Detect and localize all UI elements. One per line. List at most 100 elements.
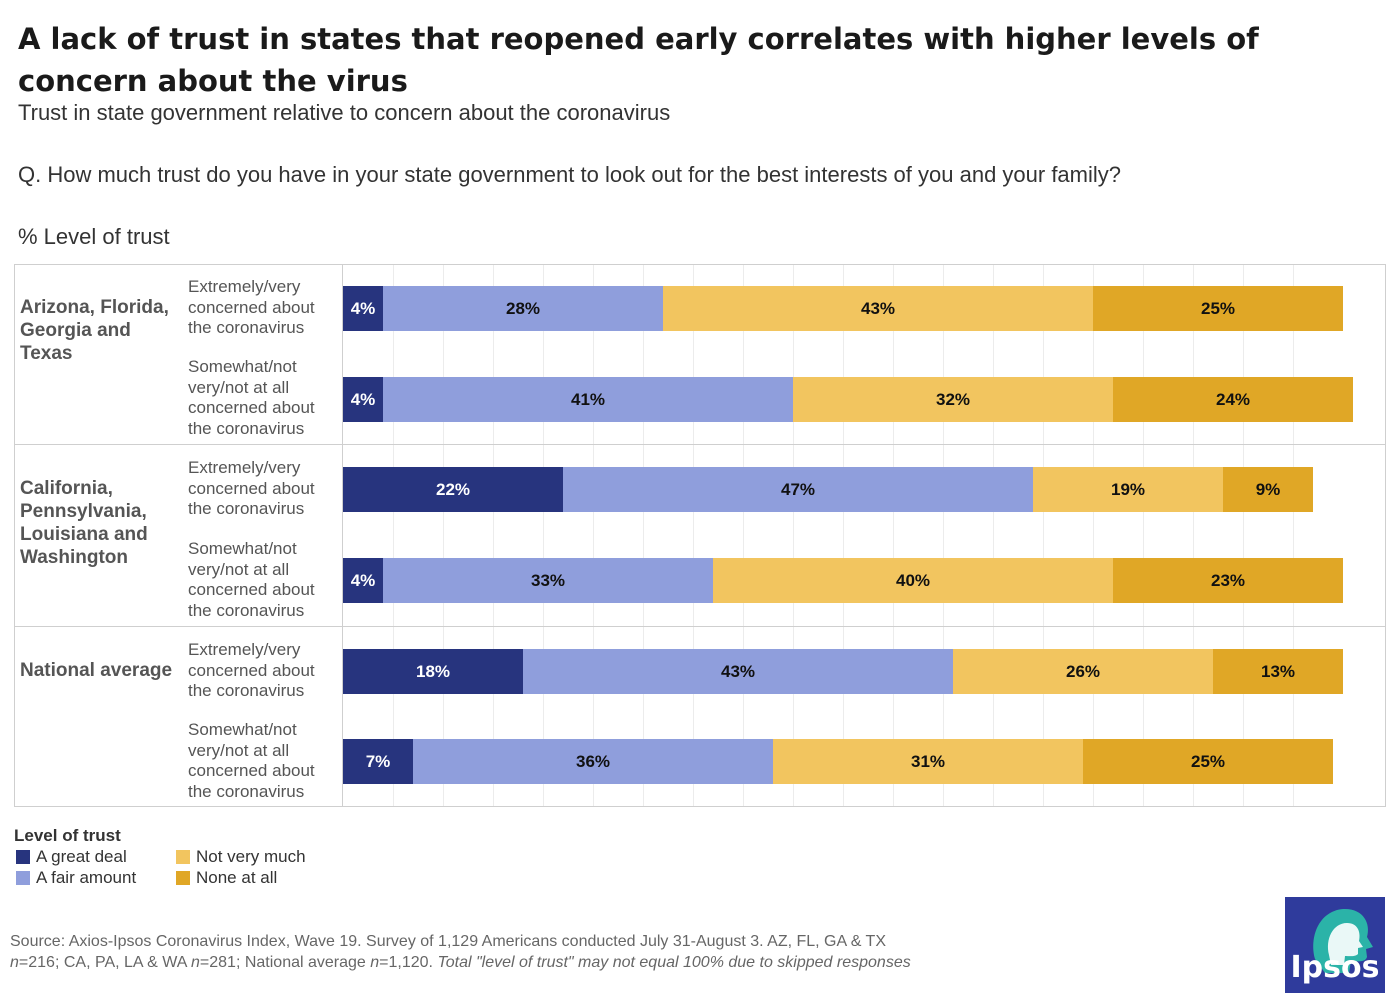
chart-title: A lack of trust in states that reopened … bbox=[18, 22, 1259, 98]
legend-item-great-deal: A great deal bbox=[16, 847, 127, 867]
skipped-responses-note: Total "level of trust" may not equal 100… bbox=[437, 954, 911, 971]
legend-swatch bbox=[16, 850, 30, 864]
source-line: Source: Axios-Ipsos Coronavirus Index, W… bbox=[10, 933, 886, 950]
grid-line bbox=[593, 265, 594, 806]
data-label: 47% bbox=[780, 479, 816, 499]
plot-area-border bbox=[342, 264, 343, 807]
group-separator bbox=[14, 444, 1386, 445]
data-label: 24% bbox=[1215, 389, 1251, 409]
bar-segment: 4% bbox=[343, 377, 383, 422]
grid-line bbox=[643, 265, 644, 806]
data-label: 40% bbox=[895, 570, 931, 590]
legend-label: None at all bbox=[196, 868, 278, 887]
data-label: 41% bbox=[570, 389, 606, 409]
data-label: 22% bbox=[435, 479, 471, 499]
row-label-very-concerned: Extremely/very concerned about the coron… bbox=[188, 640, 315, 700]
sample-size-text: =281; National average bbox=[199, 954, 371, 971]
legend-title: Level of trust bbox=[14, 826, 121, 845]
legend-swatch bbox=[176, 850, 190, 864]
grid-line bbox=[1093, 265, 1094, 806]
bar-segment: 43% bbox=[523, 649, 953, 694]
chart-frame bbox=[14, 264, 1386, 807]
data-label: 9% bbox=[1255, 479, 1281, 499]
source-note: Source: Axios-Ipsos Coronavirus Index, W… bbox=[10, 931, 1070, 973]
grid-line bbox=[1043, 265, 1044, 806]
bar-segment: 31% bbox=[773, 739, 1083, 784]
grid-line bbox=[743, 265, 744, 806]
n-symbol: n bbox=[191, 954, 200, 971]
data-label: 36% bbox=[575, 751, 611, 771]
n-symbol: n bbox=[370, 954, 380, 971]
grid-line bbox=[943, 265, 944, 806]
group-label-az-fl-ga-tx: Arizona, Florida, Georgia and Texas bbox=[20, 297, 169, 364]
bar-segment: 47% bbox=[563, 467, 1033, 512]
grid-line bbox=[1143, 265, 1144, 806]
data-label: 31% bbox=[910, 751, 946, 771]
data-label: 25% bbox=[1190, 751, 1226, 771]
bar-segment: 4% bbox=[343, 558, 383, 603]
bar-segment: 19% bbox=[1033, 467, 1223, 512]
legend-item-none-at-all: None at all bbox=[176, 868, 277, 888]
bar-segment: 7% bbox=[343, 739, 413, 784]
bar-segment: 41% bbox=[383, 377, 793, 422]
legend-item-fair-amount: A fair amount bbox=[16, 868, 136, 888]
bar-segment: 4% bbox=[343, 286, 383, 331]
bar-segment: 36% bbox=[413, 739, 773, 784]
row-label-somewhat-concerned: Somewhat/not very/not at all concerned a… bbox=[188, 720, 315, 801]
grid-line bbox=[843, 265, 844, 806]
bar-segment: 26% bbox=[953, 649, 1213, 694]
data-label: 33% bbox=[530, 570, 566, 590]
bar-segment: 33% bbox=[383, 558, 713, 603]
grid-line bbox=[393, 265, 394, 806]
bar-segment: 25% bbox=[1083, 739, 1333, 784]
group-separator bbox=[14, 626, 1386, 627]
legend-item-not-very-much: Not very much bbox=[176, 847, 306, 867]
legend-swatch bbox=[176, 871, 190, 885]
group-label-ca-pa-la-wa: California, Pennsylvania, Louisiana and … bbox=[20, 478, 148, 568]
logo-text: Ipsos bbox=[1290, 950, 1380, 985]
grid-line bbox=[543, 265, 544, 806]
grid-line bbox=[993, 265, 994, 806]
bar-segment: 23% bbox=[1113, 558, 1343, 603]
data-label: 4% bbox=[350, 389, 376, 409]
row-label-somewhat-concerned: Somewhat/not very/not at all concerned a… bbox=[188, 357, 315, 438]
bar-segment: 28% bbox=[383, 286, 663, 331]
bar-segment: 18% bbox=[343, 649, 523, 694]
data-label: 25% bbox=[1200, 298, 1236, 318]
data-label: 43% bbox=[720, 661, 756, 681]
grid-line bbox=[793, 265, 794, 806]
sample-size-text: =216; CA, PA, LA & WA bbox=[18, 954, 191, 971]
group-label-national-average: National average bbox=[20, 660, 173, 681]
bar-segment: 22% bbox=[343, 467, 563, 512]
bar-segment: 32% bbox=[793, 377, 1113, 422]
bar-segment: 24% bbox=[1113, 377, 1353, 422]
bar-segment: 9% bbox=[1223, 467, 1313, 512]
row-label-very-concerned: Extremely/very concerned about the coron… bbox=[188, 277, 315, 337]
grid-line bbox=[443, 265, 444, 806]
data-label: 18% bbox=[415, 661, 451, 681]
grid-line bbox=[1243, 265, 1244, 806]
data-label: 13% bbox=[1260, 661, 1296, 681]
row-label-somewhat-concerned: Somewhat/not very/not at all concerned a… bbox=[188, 539, 315, 620]
survey-question: Q. How much trust do you have in your st… bbox=[18, 162, 1122, 187]
sample-size-text: =1,120. bbox=[379, 954, 438, 971]
data-label: 4% bbox=[350, 570, 376, 590]
head-silhouette-icon bbox=[1285, 897, 1385, 993]
n-symbol: n bbox=[10, 954, 19, 971]
data-label: 4% bbox=[350, 298, 376, 318]
bar-segment: 43% bbox=[663, 286, 1093, 331]
legend-swatch bbox=[16, 871, 30, 885]
legend-label: A great deal bbox=[36, 847, 127, 866]
data-label: 26% bbox=[1065, 661, 1101, 681]
row-label-very-concerned: Extremely/very concerned about the coron… bbox=[188, 458, 315, 518]
grid-line bbox=[693, 265, 694, 806]
chart-subtitle: Trust in state government relative to co… bbox=[18, 100, 671, 125]
data-label: 32% bbox=[935, 389, 971, 409]
unit-label: % Level of trust bbox=[18, 224, 170, 249]
legend-label: Not very much bbox=[196, 847, 306, 866]
data-label: 7% bbox=[365, 751, 391, 771]
data-label: 28% bbox=[505, 298, 541, 318]
data-label: 19% bbox=[1110, 479, 1146, 499]
data-label: 43% bbox=[860, 298, 896, 318]
grid-line bbox=[893, 265, 894, 806]
